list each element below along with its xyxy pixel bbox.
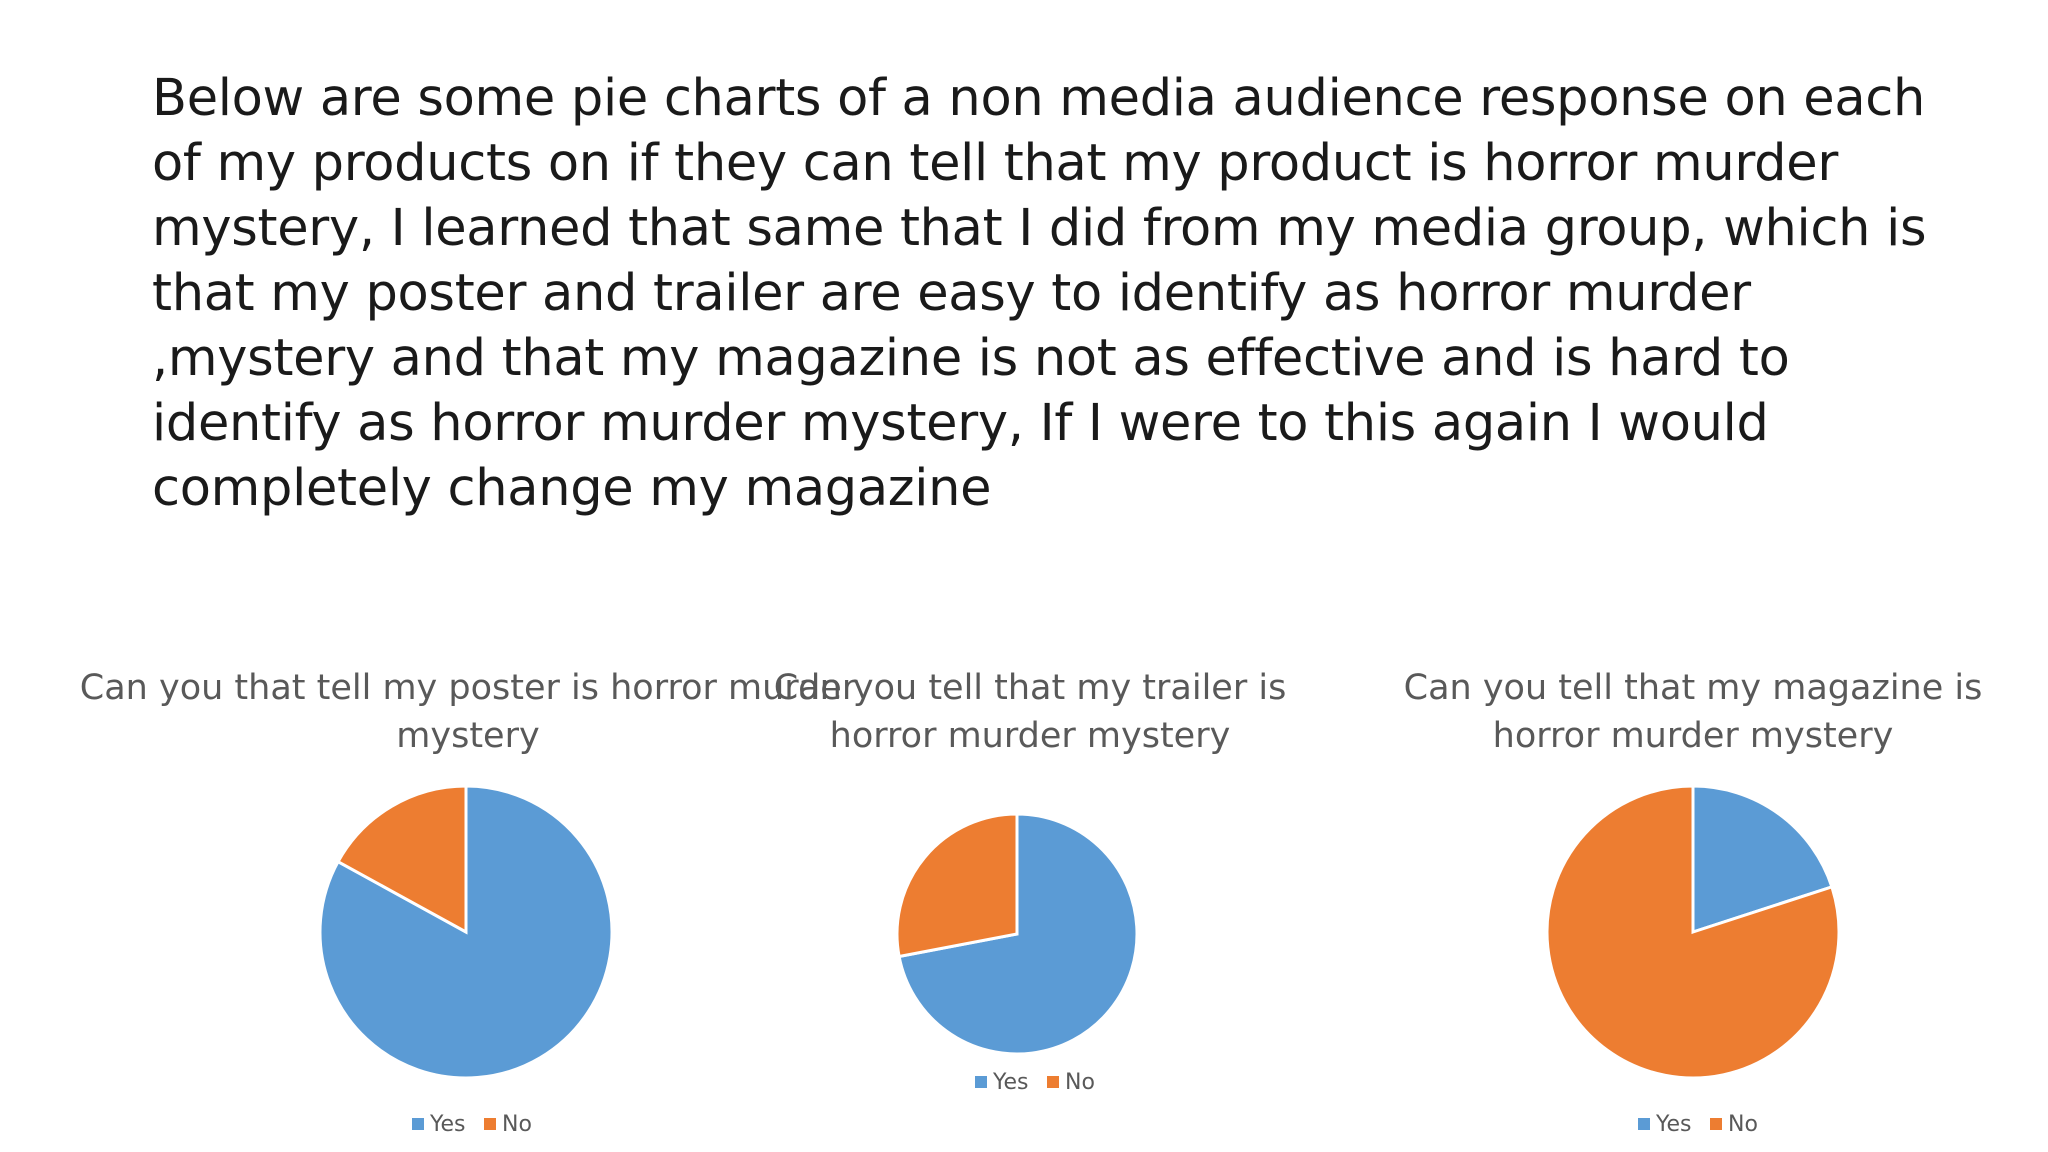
chart-trailer: Can you tell that my trailer is horror m… bbox=[774, 668, 1287, 1095]
legend-swatch-no bbox=[1710, 1118, 1722, 1130]
legend-swatch-no bbox=[484, 1118, 496, 1130]
pie-slice-yes bbox=[1691, 784, 1834, 935]
legend-label-yes: Yes bbox=[1655, 1112, 1692, 1137]
pie-slice-no bbox=[895, 812, 1019, 959]
chart-title-line-1: Can you tell that my magazine is bbox=[1404, 668, 1983, 708]
chart-poster: Can you that tell my poster is horror mu… bbox=[80, 668, 857, 1137]
legend-swatch-no bbox=[1047, 1076, 1059, 1088]
legend-swatch-yes bbox=[412, 1118, 424, 1130]
pie-slices bbox=[1545, 784, 1841, 1080]
chart-title-line-2: mystery bbox=[396, 716, 539, 756]
pie-slice-no bbox=[1545, 784, 1841, 1080]
pie-slices bbox=[895, 812, 1139, 1056]
legend: Yes No bbox=[1638, 1112, 1758, 1137]
slide-body-text: Below are some pie charts of a non media… bbox=[152, 69, 1927, 518]
chart-title-line-2: horror murder mystery bbox=[1493, 716, 1894, 756]
chart-title-line-1: Can you that tell my poster is horror mu… bbox=[80, 668, 857, 708]
legend: Yes No bbox=[412, 1112, 532, 1137]
legend-label-no: No bbox=[1728, 1112, 1758, 1137]
legend-label-yes: Yes bbox=[992, 1070, 1029, 1095]
legend-swatch-yes bbox=[1638, 1118, 1650, 1130]
pie-slice-no bbox=[336, 784, 468, 935]
legend: Yes No bbox=[975, 1070, 1095, 1095]
pie-slices bbox=[318, 784, 614, 1080]
legend-label-no: No bbox=[1065, 1070, 1095, 1095]
chart-title-line-1: Can you tell that my trailer is bbox=[774, 668, 1287, 708]
chart-title-line-2: horror murder mystery bbox=[830, 716, 1231, 756]
legend-swatch-yes bbox=[975, 1076, 987, 1088]
legend-label-no: No bbox=[502, 1112, 532, 1137]
chart-magazine: Can you tell that my magazine is horror … bbox=[1404, 668, 1983, 1137]
legend-label-yes: Yes bbox=[429, 1112, 466, 1137]
